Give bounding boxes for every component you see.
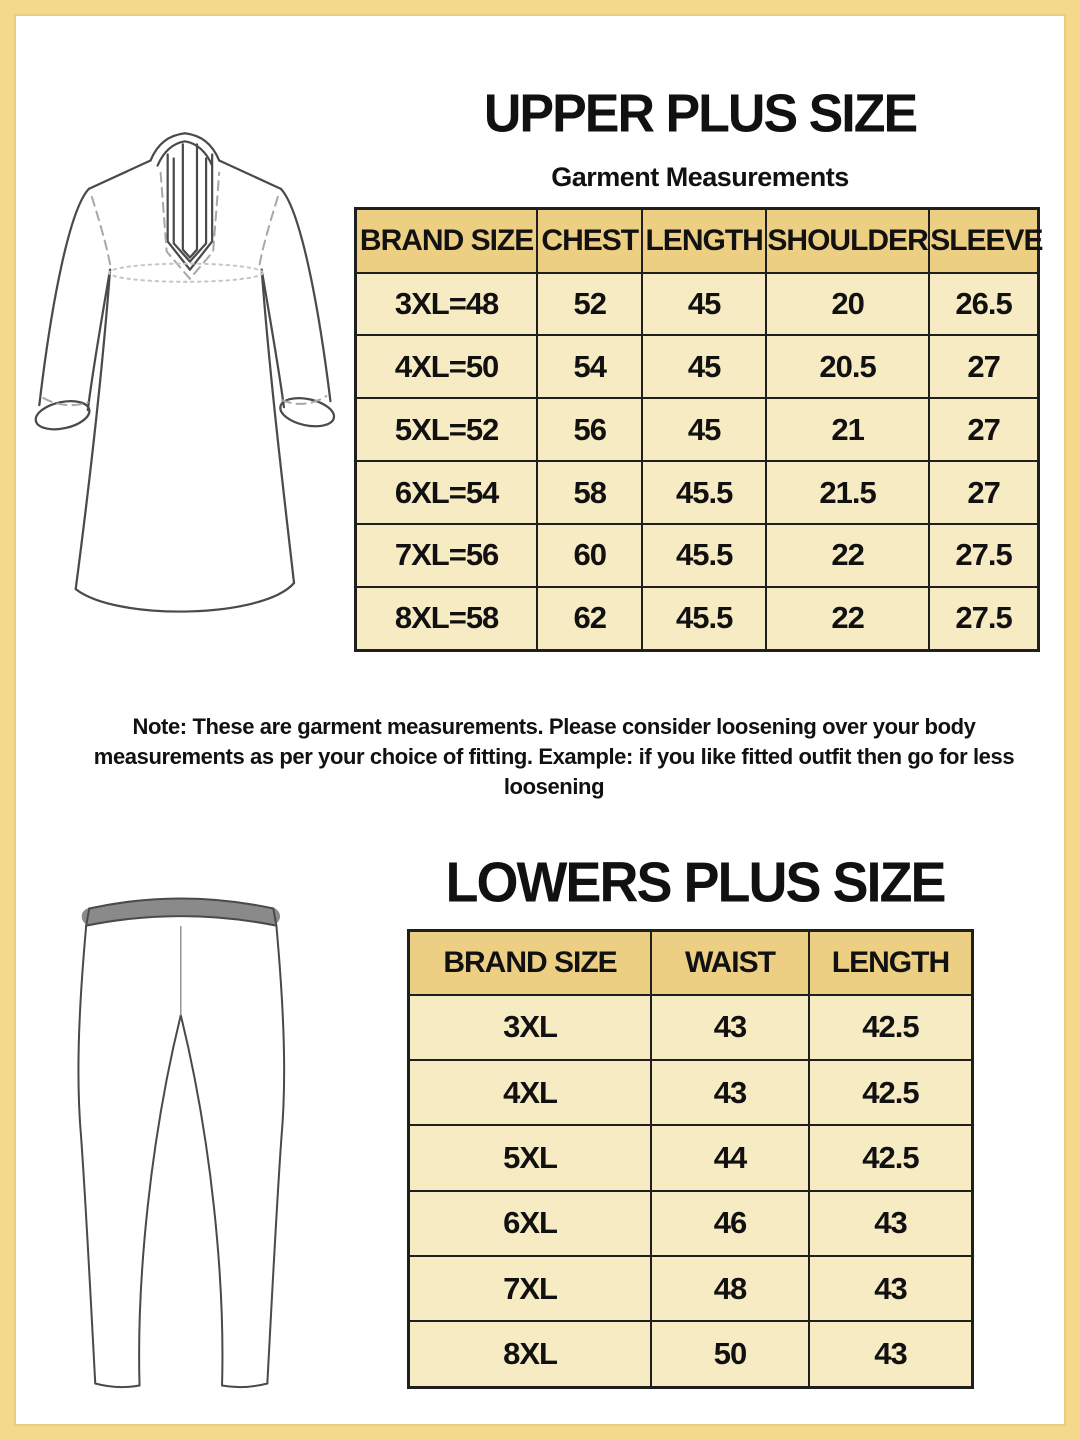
table-row: 4XL 43 42.5 xyxy=(407,1058,974,1127)
chest-cell: 54 xyxy=(536,334,644,400)
waist-cell: 48 xyxy=(650,1254,810,1323)
size-cell: 8XL=58 xyxy=(354,585,539,652)
sleeve-cell: 27.5 xyxy=(928,522,1040,588)
size-cell: 5XL xyxy=(407,1124,653,1192)
length-cell: 45 xyxy=(641,271,767,337)
column-header: CHEST xyxy=(536,207,644,274)
shoulder-cell: 22 xyxy=(764,585,931,652)
length-cell: 45.5 xyxy=(641,460,767,525)
size-cell: 7XL xyxy=(407,1254,653,1323)
shoulder-cell: 20.5 xyxy=(764,334,931,400)
lower-section-title: LOWERS PLUS SIZE xyxy=(445,851,946,915)
length-cell: 42.5 xyxy=(807,1124,974,1192)
length-cell: 45 xyxy=(641,397,767,463)
measurement-note: Note: These are garment measurements. Pl… xyxy=(93,714,1015,799)
size-cell: 6XL xyxy=(407,1189,653,1257)
column-header: SHOULDER xyxy=(764,207,931,274)
waist-cell: 43 xyxy=(650,1058,810,1127)
size-cell: 8XL xyxy=(407,1320,653,1389)
shoulder-cell: 20 xyxy=(764,271,931,337)
size-cell: 4XL xyxy=(407,1058,653,1127)
size-cell: 4XL=50 xyxy=(354,334,539,400)
size-cell: 3XL xyxy=(407,993,653,1061)
length-cell: 45 xyxy=(641,334,767,400)
length-cell: 45.5 xyxy=(641,522,767,588)
pants-illustration-icon xyxy=(77,897,286,1389)
sleeve-cell: 27 xyxy=(928,334,1040,400)
length-cell: 43 xyxy=(807,1189,974,1257)
waist-cell: 46 xyxy=(650,1189,810,1257)
length-cell: 42.5 xyxy=(807,993,974,1061)
lower-size-table: BRAND SIZE WAIST LENGTH 3XL 43 42.5 4XL … xyxy=(407,929,974,1389)
sleeve-cell: 27.5 xyxy=(928,585,1040,652)
kurta-illustration-icon xyxy=(34,132,336,613)
table-header-row: BRAND SIZE CHEST LENGTH SHOULDER SLEEVE xyxy=(354,207,1044,274)
upper-size-table: BRAND SIZE CHEST LENGTH SHOULDER SLEEVE … xyxy=(354,207,1044,652)
table-row: 3XL 43 42.5 xyxy=(407,993,974,1061)
column-header: SLEEVE xyxy=(928,207,1044,274)
chest-cell: 58 xyxy=(536,460,644,525)
column-header: BRAND SIZE xyxy=(354,207,539,274)
chest-cell: 62 xyxy=(536,585,644,652)
table-header-row: BRAND SIZE WAIST LENGTH xyxy=(407,929,974,996)
length-cell: 45.5 xyxy=(641,585,767,652)
table-row: 6XL 46 43 xyxy=(407,1189,974,1257)
upper-section-subtitle: Garment Measurements xyxy=(551,162,849,192)
chest-cell: 60 xyxy=(536,522,644,588)
table-row: 5XL 44 42.5 xyxy=(407,1124,974,1192)
table-row: 7XL=56 60 45.5 22 27.5 xyxy=(354,522,1040,588)
size-cell: 5XL=52 xyxy=(354,397,539,463)
table-row: 4XL=50 54 45 20.5 27 xyxy=(354,334,1040,400)
table-row: 6XL=54 58 45.5 21.5 27 xyxy=(354,460,1040,525)
sleeve-cell: 27 xyxy=(928,460,1040,525)
size-cell: 6XL=54 xyxy=(354,460,539,525)
column-header: LENGTH xyxy=(807,929,974,996)
chest-cell: 56 xyxy=(536,397,644,463)
upper-section-title: UPPER PLUS SIZE xyxy=(483,83,918,145)
table-row: 8XL=58 62 45.5 22 27.5 xyxy=(354,585,1040,652)
table-row: 3XL=48 52 45 20 26.5 xyxy=(354,271,1040,337)
waist-cell: 44 xyxy=(650,1124,810,1192)
table-row: 7XL 48 43 xyxy=(407,1254,974,1323)
sleeve-cell: 27 xyxy=(928,397,1040,463)
length-cell: 42.5 xyxy=(807,1058,974,1127)
size-cell: 3XL=48 xyxy=(354,271,539,337)
size-cell: 7XL=56 xyxy=(354,522,539,588)
column-header: LENGTH xyxy=(641,207,767,274)
shoulder-cell: 22 xyxy=(764,522,931,588)
column-header: WAIST xyxy=(650,929,810,996)
waist-cell: 43 xyxy=(650,993,810,1061)
column-header: BRAND SIZE xyxy=(407,929,653,996)
length-cell: 43 xyxy=(807,1320,974,1389)
chest-cell: 52 xyxy=(536,271,644,337)
table-row: 5XL=52 56 45 21 27 xyxy=(354,397,1040,463)
shoulder-cell: 21.5 xyxy=(764,460,931,525)
waist-cell: 50 xyxy=(650,1320,810,1389)
length-cell: 43 xyxy=(807,1254,974,1323)
table-row: 8XL 50 43 xyxy=(407,1320,974,1389)
sleeve-cell: 26.5 xyxy=(928,271,1040,337)
shoulder-cell: 21 xyxy=(764,397,931,463)
